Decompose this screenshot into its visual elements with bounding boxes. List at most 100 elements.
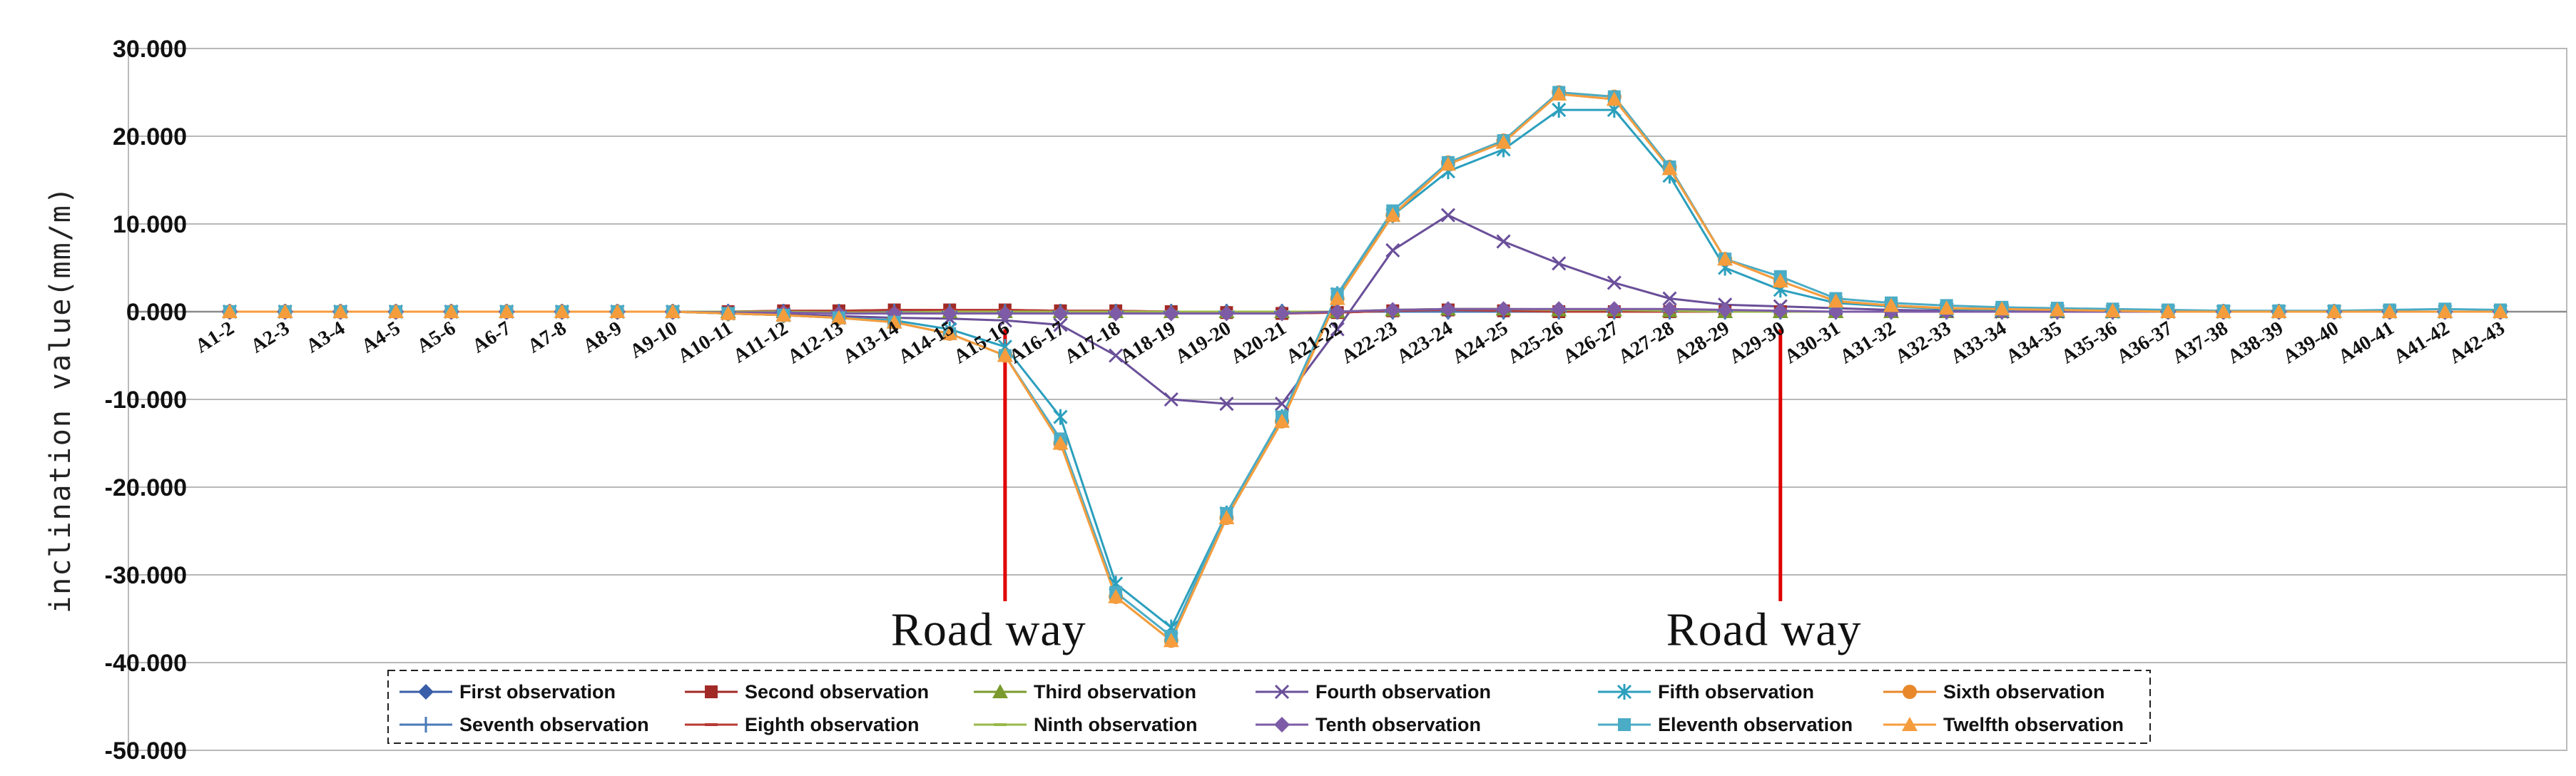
data-point bbox=[942, 305, 958, 322]
data-point bbox=[2326, 304, 2343, 318]
legend-marker bbox=[418, 684, 434, 700]
data-point bbox=[1109, 348, 1124, 363]
y-tick-label: -20.000 bbox=[105, 474, 187, 501]
data-point bbox=[1661, 160, 1678, 175]
data-point bbox=[1772, 302, 1788, 319]
data-point bbox=[2271, 304, 2287, 318]
data-point bbox=[720, 305, 736, 320]
y-tick-label: -30.000 bbox=[105, 562, 187, 589]
legend-label: First observation bbox=[459, 681, 616, 703]
y-axis-tick-labels: 30.000 20.000 10.000 0.000 -10.000 -20.000 -30… bbox=[105, 36, 187, 765]
legend-marker bbox=[1274, 717, 1290, 732]
series-lines bbox=[230, 91, 2501, 642]
data-point bbox=[1717, 251, 1734, 266]
data-point bbox=[2160, 304, 2177, 318]
data-point bbox=[1717, 302, 1734, 318]
y-axis-label: inclination value(mm/m) bbox=[44, 185, 77, 613]
data-point bbox=[1163, 633, 1179, 648]
data-point bbox=[1274, 397, 1290, 412]
data-point bbox=[1385, 207, 1401, 222]
data-point bbox=[1385, 242, 1400, 257]
legend-label: Tenth observation bbox=[1315, 714, 1481, 735]
data-point bbox=[1495, 134, 1512, 149]
y-tick-label: -40.000 bbox=[105, 650, 187, 677]
data-point bbox=[1218, 510, 1235, 525]
legend-marker bbox=[418, 717, 434, 732]
legend-marker bbox=[1618, 718, 1631, 731]
legend-label: Fifth observation bbox=[1658, 681, 1814, 703]
data-point bbox=[222, 304, 238, 318]
data-point bbox=[609, 304, 626, 318]
legend-label: Sixth observation bbox=[1943, 681, 2105, 703]
data-point bbox=[1108, 305, 1124, 322]
data-point bbox=[1218, 305, 1235, 322]
data-point bbox=[775, 307, 792, 322]
legend-label: Second observation bbox=[745, 681, 929, 703]
data-point bbox=[2437, 304, 2453, 318]
data-point bbox=[554, 304, 570, 318]
data-point bbox=[2104, 302, 2121, 317]
data-point bbox=[997, 305, 1013, 322]
data-point bbox=[332, 304, 349, 318]
data-point bbox=[1385, 302, 1401, 318]
y-tick-label: -50.000 bbox=[105, 737, 187, 765]
data-point bbox=[277, 304, 293, 318]
data-point bbox=[1164, 392, 1178, 407]
legend-label: Eighth observation bbox=[745, 714, 920, 735]
series-line bbox=[230, 93, 2500, 642]
data-point bbox=[997, 347, 1013, 362]
y-tick-label: 30.000 bbox=[113, 36, 187, 63]
data-point bbox=[1883, 297, 1900, 312]
data-point bbox=[1330, 322, 1345, 337]
legend-label: Ninth observation bbox=[1034, 714, 1198, 735]
data-point bbox=[1772, 272, 1788, 287]
data-point bbox=[1662, 291, 1677, 306]
roadway-labels: Road way Road way bbox=[891, 603, 1861, 655]
legend-marker bbox=[1617, 684, 1632, 700]
legend-marker bbox=[1274, 684, 1290, 700]
data-point bbox=[886, 314, 902, 329]
legend-marker bbox=[1902, 717, 1918, 731]
data-point bbox=[830, 310, 847, 325]
data-point bbox=[499, 304, 515, 318]
data-point bbox=[387, 304, 404, 318]
data-point bbox=[1163, 305, 1179, 322]
data-point bbox=[1329, 290, 1345, 305]
data-point bbox=[1108, 588, 1124, 603]
y-tick-label: -10.000 bbox=[105, 387, 187, 414]
data-point bbox=[2049, 302, 2065, 317]
data-point bbox=[1052, 435, 1069, 450]
legend-marker bbox=[992, 684, 1008, 698]
data-point bbox=[1661, 301, 1678, 317]
series-markers bbox=[222, 85, 2508, 648]
data-point bbox=[1274, 305, 1290, 322]
data-point bbox=[2493, 304, 2508, 318]
data-point bbox=[665, 304, 681, 318]
data-point bbox=[1496, 234, 1511, 249]
data-point bbox=[1938, 300, 1955, 315]
data-point bbox=[1552, 102, 1567, 118]
data-point bbox=[1329, 304, 1345, 320]
data-point bbox=[1994, 301, 2010, 316]
legend-marker bbox=[1903, 685, 1917, 699]
y-tick-label: 20.000 bbox=[113, 123, 187, 150]
data-point bbox=[1607, 275, 1622, 290]
legend-label: Twelfth observation bbox=[1943, 714, 2124, 735]
data-point bbox=[1053, 317, 1068, 332]
y-tick-label: 0.000 bbox=[126, 299, 187, 326]
data-point bbox=[1606, 91, 1622, 106]
data-point bbox=[1495, 301, 1512, 317]
series-points bbox=[222, 86, 2508, 648]
data-point bbox=[443, 304, 459, 318]
data-point bbox=[1828, 304, 1844, 320]
data-point bbox=[1219, 397, 1234, 412]
data-point bbox=[1606, 301, 1622, 317]
data-point bbox=[2381, 304, 2398, 318]
legend-frame bbox=[387, 670, 2151, 744]
roadway-label: Road way bbox=[891, 603, 1086, 655]
data-point bbox=[1828, 293, 1844, 308]
legend: First observation Second observation Third… bbox=[387, 670, 2151, 744]
data-point bbox=[1440, 156, 1456, 171]
